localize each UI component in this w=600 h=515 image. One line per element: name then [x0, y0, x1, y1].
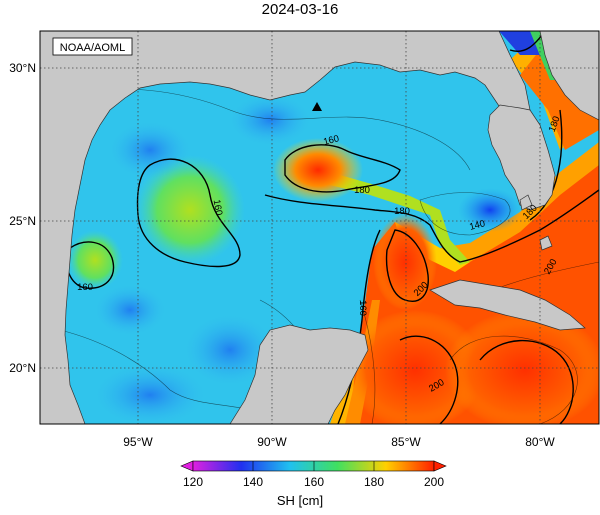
- contour-label: 180: [547, 115, 563, 134]
- colorbar-low-arrow: [180, 460, 194, 472]
- us-mexico-coast: [40, 31, 531, 424]
- lon-label: 90°W: [257, 435, 287, 449]
- colorbar-ramp: [192, 460, 435, 472]
- green-eddy-west: [135, 155, 245, 265]
- colorbar-unit: SH [cm]: [276, 493, 324, 508]
- colorbar-tick: 160: [304, 475, 324, 489]
- thick-contours: [66, 31, 599, 424]
- contour-label: 180: [354, 185, 370, 196]
- lon-label: 95°W: [123, 435, 153, 449]
- map-title: 2024-03-16: [261, 1, 339, 18]
- credit-label: NOAA/AOML: [60, 42, 125, 54]
- contour-label: 160: [77, 282, 93, 293]
- lon-label: 85°W: [391, 435, 421, 449]
- colorbar-tick: 200: [424, 475, 444, 489]
- yucatan-warm-eddy: [373, 214, 437, 310]
- colorbar-high-arrow: [433, 460, 447, 472]
- colorbar-tick: 180: [364, 475, 384, 489]
- lat-label: 25°N: [9, 214, 36, 228]
- loop-current-eddy: [273, 138, 363, 202]
- colorbar-tick: 140: [243, 475, 263, 489]
- graticule: [40, 31, 599, 424]
- florida-peninsula: [487, 104, 556, 211]
- yucatan-peninsula: [229, 324, 369, 424]
- lat-label: 20°N: [9, 361, 36, 375]
- contour-label: 180: [394, 206, 410, 217]
- credit-box: [52, 37, 133, 56]
- lon-label: 80°W: [525, 435, 555, 449]
- blue-eddy-east: [458, 188, 522, 232]
- lat-axis: 30°N 25°N 20°N: [9, 61, 36, 375]
- map-frame: [39, 30, 600, 425]
- land: [40, 31, 599, 424]
- cuba: [429, 279, 586, 331]
- contour-label: 160: [211, 199, 225, 217]
- contour-label: 160: [322, 133, 340, 148]
- contour-label: 140: [468, 218, 486, 233]
- colorbar-tick: 120: [183, 475, 203, 489]
- contour-label: 160: [357, 300, 368, 316]
- triangle-marker: [312, 102, 322, 111]
- lon-axis: 95°W 90°W 85°W 80°W: [123, 435, 555, 449]
- colorbar: 120 140 160 180 200: [180, 460, 447, 489]
- atlantic-coast: [539, 31, 599, 121]
- lat-label: 30°N: [9, 61, 36, 75]
